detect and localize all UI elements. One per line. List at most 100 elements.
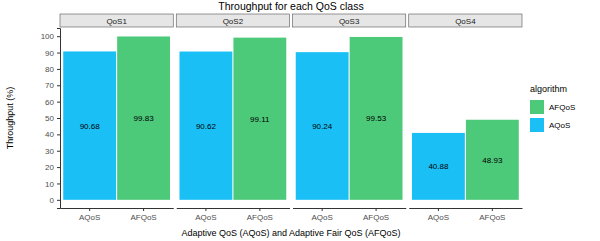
y-tick: 50	[45, 114, 60, 123]
y-tick-mark	[57, 36, 60, 37]
y-tick-mark	[57, 134, 60, 135]
y-axis-line	[57, 29, 61, 209]
x-tick-mark	[322, 208, 323, 211]
x-tick-mark	[376, 208, 377, 211]
x-tick: AFQoS	[479, 208, 505, 222]
x-tick-label: AFQoS	[130, 213, 156, 222]
x-tick: AQoS	[428, 208, 449, 222]
y-tick: 20	[45, 163, 60, 172]
x-tick: AQoS	[79, 208, 100, 222]
x-axis-line	[61, 208, 174, 209]
data-label: 99.83	[134, 114, 155, 123]
panel: QoS3 90.24 99.53 AQoS AFQoS	[293, 14, 407, 222]
legend-label: AQoS	[549, 121, 570, 130]
x-axis: AQoS AFQoS	[293, 208, 406, 222]
data-labels: 90.68 99.83	[80, 114, 154, 130]
data-labels: 90.24 99.53	[312, 114, 386, 131]
x-axis-title: Adaptive QoS (AQoS) and Adaptive Fair Qo…	[181, 228, 400, 238]
bars	[179, 38, 286, 200]
x-axis-line	[293, 208, 406, 209]
x-tick: AFQoS	[247, 208, 273, 222]
strip-background	[60, 14, 173, 27]
x-axis-line	[409, 208, 522, 209]
strip-label: QoS2	[223, 17, 244, 26]
y-tick-label: 30	[45, 147, 54, 156]
y-tick-label: 70	[45, 81, 54, 90]
data-label: 90.68	[80, 122, 101, 131]
x-tick-label: AQoS	[428, 213, 449, 222]
y-tick-label: 10	[45, 180, 54, 189]
y-tick-mark	[57, 151, 60, 152]
y-tick-label: 40	[45, 130, 54, 139]
y-tick: 30	[45, 147, 60, 156]
data-label: 40.88	[428, 162, 449, 171]
x-tick: AQoS	[311, 208, 332, 222]
bar	[350, 37, 403, 200]
legend-item: AFQoS	[530, 100, 575, 114]
legend-title: algorithm	[530, 84, 567, 94]
y-tick: 90	[45, 49, 60, 58]
y-tick-label: 20	[45, 163, 54, 172]
x-axis: AQoS AFQoS	[409, 208, 522, 222]
strip-label: QoS1	[106, 17, 127, 26]
y-tick-mark	[57, 53, 60, 54]
y-tick: 40	[45, 130, 60, 139]
bars	[412, 120, 519, 200]
data-label: 90.62	[196, 122, 217, 131]
y-tick: 0	[50, 196, 60, 205]
legend-swatch	[530, 100, 544, 114]
y-tick-mark	[57, 183, 60, 184]
bar	[412, 133, 465, 200]
y-tick: 10	[45, 180, 60, 189]
y-tick-label: 80	[45, 65, 54, 74]
bar	[117, 36, 170, 199]
x-tick-label: AQoS	[311, 213, 332, 222]
data-labels: 90.62 99.11	[196, 115, 270, 131]
x-tick: AFQoS	[363, 208, 389, 222]
strip-label: QoS4	[455, 17, 476, 26]
strip-background	[409, 14, 522, 27]
y-tick-label: 50	[45, 114, 54, 123]
strip-background	[293, 14, 406, 27]
y-tick-label: 90	[45, 49, 54, 58]
legend: algorithm AFQoS AQoS	[530, 84, 575, 132]
panel: QoS2 90.62 99.11 AQoSAFQoS	[176, 14, 290, 222]
legend-item: AQoS	[530, 118, 570, 132]
bars	[63, 36, 170, 199]
x-tick-mark	[492, 208, 493, 211]
data-labels: 40.88 48.93	[428, 156, 502, 172]
data-label: 99.11	[250, 115, 270, 124]
y-axis: 0 10 20 30 40 50 60 70 80 90 100	[41, 29, 61, 209]
x-tick-label: AFQoS	[479, 213, 505, 222]
y-tick-mark	[57, 118, 60, 119]
bar	[466, 120, 519, 200]
bar	[179, 52, 232, 200]
y-tick: 100	[41, 32, 60, 41]
x-tick-label: AFQoS	[363, 213, 389, 222]
strip-label: QoS3	[339, 17, 360, 26]
data-label: 99.53	[366, 114, 387, 123]
panel: QoS1 90.68 99.83 AQoS AFQoS	[60, 14, 174, 222]
y-tick-mark	[57, 69, 60, 70]
x-tick-label: AQoS	[79, 213, 100, 222]
y-tick: 70	[45, 81, 60, 90]
title: Throughput for each QoS class	[218, 0, 363, 12]
y-tick-mark	[57, 167, 60, 168]
data-label: 90.24	[312, 122, 333, 131]
x-tick-mark	[143, 208, 144, 211]
y-tick-mark	[57, 102, 60, 103]
bar	[233, 38, 286, 200]
y-tick: 80	[45, 65, 60, 74]
y-tick-label: 60	[45, 98, 54, 107]
x-tick-mark	[89, 208, 90, 211]
data-label: 48.93	[482, 156, 503, 165]
y-axis-title: Throughput (%)	[5, 87, 15, 150]
x-axis: AQoSAFQoS	[177, 208, 290, 222]
y-tick-label: 100	[41, 32, 55, 41]
y-tick-mark	[57, 200, 60, 201]
x-tick-mark	[259, 208, 260, 211]
chart: Throughput for each QoS class Throughput …	[0, 0, 600, 241]
y-tick-label: 0	[50, 196, 55, 205]
bars	[296, 37, 403, 200]
y-tick: 60	[45, 98, 60, 107]
